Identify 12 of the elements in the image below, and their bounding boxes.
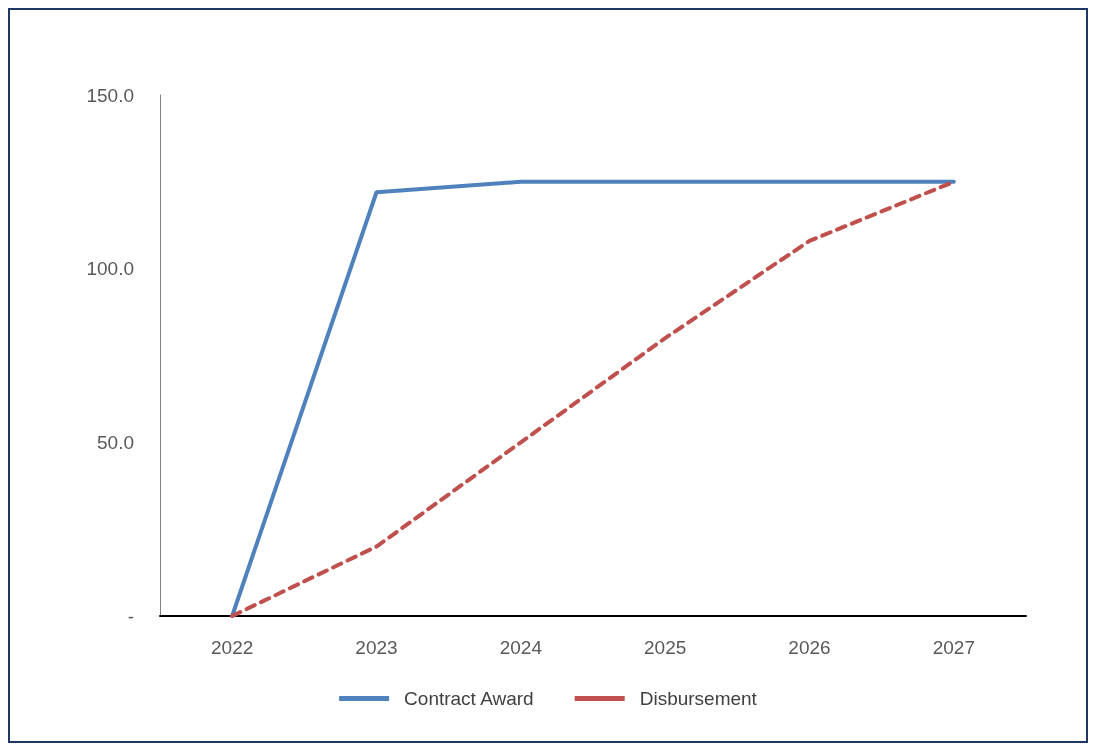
x-tick-label: 2027 [932, 637, 975, 658]
y-tick-label: - [127, 605, 134, 627]
x-tick-label: 2025 [644, 637, 687, 658]
y-tick-label: 150.0 [86, 84, 134, 106]
legend-label: Disbursement [639, 688, 758, 709]
legend-label: Contract Award [404, 688, 534, 709]
x-tick-label: 2024 [499, 637, 543, 658]
x-tick-label: 2026 [788, 637, 831, 658]
x-tick-label: 2023 [355, 637, 398, 658]
y-tick-label: 100.0 [86, 258, 134, 280]
x-tick-label: 2022 [211, 637, 254, 658]
y-tick-label: 50.0 [97, 431, 134, 453]
